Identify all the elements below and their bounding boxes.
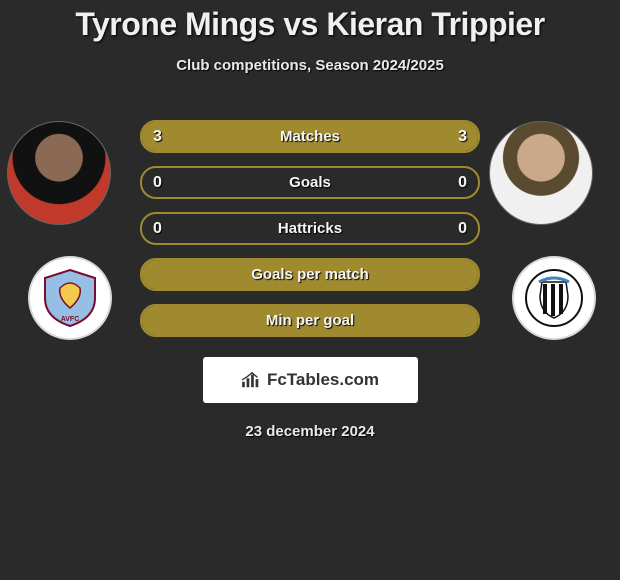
aston-villa-icon: AVFC	[40, 268, 100, 328]
stat-value-left: 3	[153, 128, 162, 146]
club-right-crest	[512, 256, 596, 340]
stat-value-left: 0	[153, 174, 162, 192]
stat-row: 3 3 Matches	[140, 120, 480, 153]
stat-label: Goals	[289, 174, 331, 191]
newcastle-icon	[524, 268, 584, 328]
stat-label: Min per goal	[266, 312, 354, 329]
comparison-card: Tyrone Mings vs Kieran Trippier Club com…	[0, 0, 620, 440]
brand-logo-box[interactable]: FcTables.com	[203, 357, 418, 403]
player-right-avatar	[489, 121, 593, 225]
stat-rows: 3 3 Matches 0 0 Goals 0 0 Hattricks Goals per mat…	[140, 120, 480, 337]
bar-chart-icon	[241, 371, 263, 389]
stat-value-right: 0	[458, 220, 467, 238]
page-title: Tyrone Mings vs Kieran Trippier	[0, 6, 620, 43]
stat-label: Hattricks	[278, 220, 342, 237]
stat-value-left: 0	[153, 220, 162, 238]
brand-name: FcTables.com	[267, 370, 379, 390]
stat-label: Goals per match	[251, 266, 369, 283]
stat-row: 0 0 Goals	[140, 166, 480, 199]
stats-area: AVFC 3 3 Matches 0 0 Goals 0 0 Hattricks Goals pe…	[0, 120, 620, 440]
player-left-avatar	[7, 121, 111, 225]
stat-label: Matches	[280, 128, 340, 145]
stat-value-right: 0	[458, 174, 467, 192]
stat-row: Goals per match	[140, 258, 480, 291]
svg-text:AVFC: AVFC	[61, 316, 80, 323]
stat-value-right: 3	[458, 128, 467, 146]
date-line: 23 december 2024	[0, 423, 620, 440]
season-subtitle: Club competitions, Season 2024/2025	[0, 57, 620, 74]
stat-row: 0 0 Hattricks	[140, 212, 480, 245]
club-left-crest: AVFC	[28, 256, 112, 340]
stat-row: Min per goal	[140, 304, 480, 337]
